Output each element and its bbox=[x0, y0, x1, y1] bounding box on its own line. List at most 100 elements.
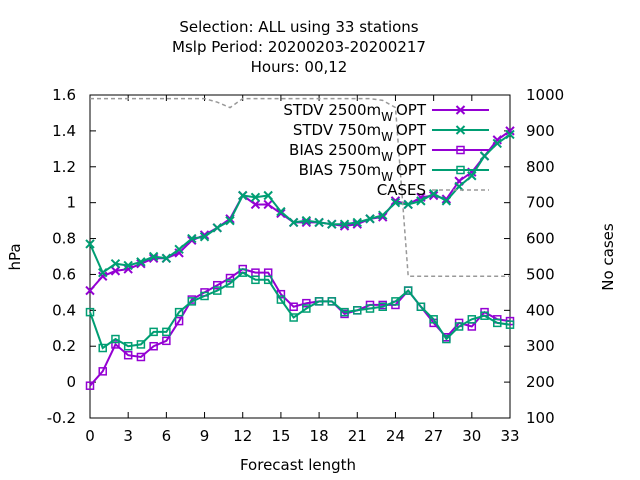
series-3 bbox=[85, 268, 515, 353]
data-point-stroke-b bbox=[428, 190, 439, 201]
data-point bbox=[174, 244, 184, 255]
x-tick-label: 33 bbox=[500, 427, 519, 445]
data-point bbox=[276, 295, 286, 304]
data-point bbox=[123, 350, 133, 360]
data-point bbox=[238, 268, 247, 277]
data-point bbox=[149, 341, 158, 351]
data-point bbox=[123, 260, 133, 271]
data-point-stroke-b bbox=[238, 190, 248, 201]
data-point bbox=[467, 171, 477, 181]
data-point bbox=[428, 188, 439, 199]
data-point bbox=[162, 336, 171, 346]
legend-label-subscript: W bbox=[381, 150, 393, 164]
title-line-3: Hours: 00,12 bbox=[251, 58, 348, 76]
data-point bbox=[403, 199, 413, 210]
data-point-stroke-b bbox=[301, 215, 312, 226]
data-point bbox=[187, 297, 197, 306]
data-point bbox=[340, 307, 349, 317]
y2-tick-label: 300 bbox=[526, 337, 555, 355]
y-tick-label: 1 bbox=[66, 194, 76, 212]
data-point bbox=[276, 208, 286, 219]
data-point-stroke-b bbox=[148, 251, 159, 262]
data-point-stroke-b bbox=[492, 138, 502, 149]
legend-label: BIAS 2500mW OPT bbox=[289, 141, 427, 164]
data-point bbox=[187, 233, 197, 244]
y2-axis-label: No cases bbox=[599, 223, 617, 291]
x-tick-label: 6 bbox=[162, 427, 172, 445]
data-point-stroke-b bbox=[467, 171, 477, 181]
data-point bbox=[212, 223, 222, 233]
legend-label-main: STDV 750m bbox=[293, 121, 381, 139]
y2-tick-label: 700 bbox=[526, 194, 555, 212]
legend-label-suffix: OPT bbox=[396, 141, 427, 159]
data-point bbox=[314, 217, 324, 228]
data-point-stroke-b bbox=[301, 217, 312, 228]
y-tick-label: 0.8 bbox=[52, 230, 76, 248]
data-point-stroke-b bbox=[378, 212, 388, 222]
data-point bbox=[225, 273, 235, 283]
data-point-stroke-b bbox=[416, 196, 426, 206]
data-point bbox=[403, 286, 413, 295]
data-point bbox=[505, 320, 515, 329]
y-axis-label: hPa bbox=[6, 243, 24, 270]
y2-tick-label: 100 bbox=[526, 409, 555, 427]
data-point bbox=[365, 214, 375, 224]
data-point-stroke-b bbox=[187, 233, 197, 244]
data-point-stroke-b bbox=[98, 267, 108, 278]
data-point-stroke-b bbox=[505, 126, 515, 136]
legend-label-main: BIAS 2500m bbox=[289, 141, 381, 159]
legend-label: BIAS 750mW OPT bbox=[299, 161, 427, 184]
y2-tick-label: 600 bbox=[526, 230, 555, 248]
title-line-2: Mslp Period: 20200203-20200217 bbox=[172, 38, 426, 56]
data-point-stroke-b bbox=[174, 248, 184, 258]
data-point bbox=[250, 199, 261, 210]
series-4 bbox=[90, 97, 510, 277]
data-point bbox=[505, 126, 515, 136]
data-point-stroke-b bbox=[85, 239, 95, 249]
data-point-stroke-b bbox=[123, 260, 133, 271]
x-tick-label: 3 bbox=[123, 427, 133, 445]
data-point bbox=[442, 334, 451, 344]
legend-swatch-marker-stroke-b bbox=[455, 105, 466, 115]
axes: 0 3 6 9 12 15 18 21 24 27 30 33 -0.2 0 0.2 0.4 0.6 0.8 1 1.… bbox=[47, 86, 564, 445]
data-point bbox=[200, 291, 209, 301]
y2-tick-label: 200 bbox=[526, 373, 555, 391]
data-point bbox=[263, 275, 273, 285]
y-tick-label: 1.6 bbox=[52, 86, 76, 104]
y2-tick-label: 1000 bbox=[526, 86, 564, 104]
data-point bbox=[225, 279, 235, 288]
data-point-stroke-b bbox=[288, 217, 299, 228]
data-point bbox=[162, 327, 171, 337]
x-tick-label: 9 bbox=[200, 427, 210, 445]
data-point-stroke-b bbox=[441, 196, 452, 206]
data-point bbox=[301, 217, 312, 228]
data-point bbox=[390, 197, 401, 208]
data-point bbox=[136, 352, 146, 362]
series-line bbox=[89, 271, 511, 350]
data-point bbox=[123, 341, 133, 351]
data-point bbox=[136, 340, 146, 349]
legend-label-main: STDV 2500m bbox=[283, 101, 381, 119]
data-point bbox=[199, 232, 210, 242]
x-axis-label: Forecast length bbox=[240, 456, 356, 474]
data-point-stroke-b bbox=[110, 258, 121, 269]
y-tick-label: 0.4 bbox=[52, 301, 76, 319]
data-point-stroke-b bbox=[276, 206, 286, 217]
data-point bbox=[148, 253, 159, 264]
chart-title: Selection: ALL using 33 stations Mslp Pe… bbox=[172, 18, 426, 76]
data-point-stroke-b bbox=[199, 232, 210, 242]
data-point bbox=[85, 307, 95, 317]
data-point bbox=[85, 239, 95, 249]
data-point-stroke-b bbox=[161, 253, 172, 264]
data-point bbox=[289, 302, 298, 311]
data-point-stroke-b bbox=[110, 266, 121, 276]
data-point bbox=[98, 343, 107, 353]
data-point bbox=[314, 297, 324, 306]
data-point bbox=[213, 280, 222, 290]
legend-label: CASES bbox=[377, 181, 426, 199]
series-line bbox=[90, 97, 510, 277]
legend-label-suffix: OPT bbox=[396, 121, 427, 139]
plot-frame bbox=[89, 94, 511, 419]
legend-label-main: BIAS 750m bbox=[299, 161, 382, 179]
data-point-stroke-b bbox=[314, 217, 324, 228]
